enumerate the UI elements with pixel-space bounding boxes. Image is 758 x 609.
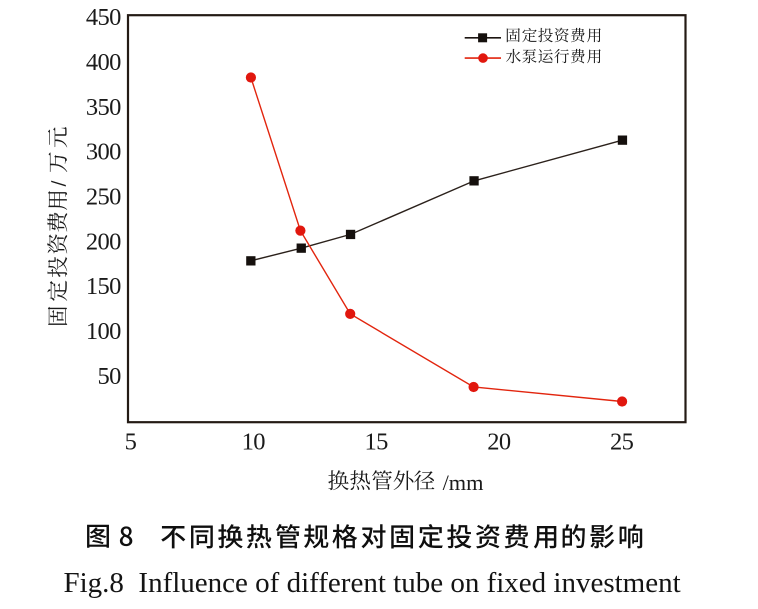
- svg-text:10: 10: [242, 429, 266, 456]
- svg-text:15: 15: [364, 429, 388, 456]
- svg-text:100: 100: [86, 318, 121, 345]
- svg-text:200: 200: [86, 228, 121, 255]
- svg-text:250: 250: [86, 184, 121, 211]
- svg-text:300: 300: [86, 139, 121, 166]
- svg-text:150: 150: [86, 273, 121, 300]
- svg-text:50: 50: [97, 363, 121, 390]
- svg-text:5: 5: [125, 429, 137, 456]
- svg-text:20: 20: [487, 429, 511, 456]
- svg-text:25: 25: [610, 429, 634, 456]
- svg-text:400: 400: [86, 49, 121, 76]
- svg-text:450: 450: [86, 4, 121, 31]
- svg-text:350: 350: [86, 94, 121, 121]
- svg-text:/mm: /mm: [443, 470, 484, 495]
- svg-text:Fig.8 Influence of different: Fig.8 Influence of different tube on fix…: [64, 567, 681, 599]
